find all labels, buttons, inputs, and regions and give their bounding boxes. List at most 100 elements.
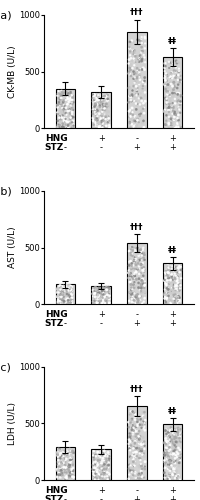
Point bbox=[141, 462, 144, 470]
Point bbox=[129, 251, 133, 259]
Point bbox=[92, 456, 95, 464]
Bar bbox=[56, 447, 75, 480]
Point bbox=[94, 464, 97, 472]
Point bbox=[139, 37, 142, 45]
Point bbox=[173, 110, 177, 118]
Point bbox=[93, 294, 96, 302]
Point bbox=[139, 246, 142, 254]
Point bbox=[173, 460, 176, 468]
Point bbox=[99, 114, 102, 122]
Point bbox=[164, 441, 167, 449]
Point bbox=[175, 434, 178, 442]
Point bbox=[108, 470, 111, 478]
Point bbox=[134, 56, 137, 64]
Point bbox=[167, 454, 170, 462]
Point bbox=[177, 282, 180, 290]
Point bbox=[95, 474, 98, 482]
Point bbox=[127, 84, 130, 92]
Point bbox=[70, 288, 73, 296]
Point bbox=[65, 448, 68, 456]
Point bbox=[131, 44, 134, 52]
Point bbox=[96, 298, 99, 306]
Point bbox=[177, 458, 180, 466]
Point bbox=[68, 294, 71, 302]
Point bbox=[56, 92, 59, 100]
Point bbox=[129, 420, 132, 428]
Point bbox=[171, 433, 174, 441]
Point bbox=[106, 462, 109, 469]
Point bbox=[163, 80, 166, 88]
Point bbox=[167, 424, 170, 432]
Point bbox=[128, 84, 131, 92]
Point bbox=[179, 264, 182, 272]
Point bbox=[140, 256, 143, 264]
Point bbox=[102, 103, 105, 111]
Point bbox=[102, 121, 106, 129]
Point bbox=[107, 458, 110, 466]
Point bbox=[163, 74, 166, 82]
Point bbox=[71, 467, 75, 475]
Point bbox=[64, 298, 67, 306]
Point bbox=[173, 82, 176, 90]
Point bbox=[138, 76, 142, 84]
Point bbox=[170, 264, 173, 272]
Point bbox=[142, 250, 145, 258]
Point bbox=[58, 294, 61, 302]
Point bbox=[95, 115, 98, 123]
Point bbox=[138, 474, 141, 482]
Point bbox=[99, 98, 103, 106]
Point bbox=[106, 107, 110, 115]
Point bbox=[164, 280, 168, 288]
Point bbox=[172, 430, 175, 438]
Point bbox=[172, 284, 175, 292]
Point bbox=[138, 268, 141, 276]
Point bbox=[58, 114, 61, 122]
Point bbox=[64, 468, 67, 476]
Point bbox=[174, 462, 177, 469]
Point bbox=[59, 90, 62, 98]
Point bbox=[106, 101, 110, 109]
Point bbox=[60, 106, 63, 114]
Point bbox=[128, 57, 131, 65]
Point bbox=[62, 288, 66, 296]
Bar bbox=[127, 243, 147, 304]
Point bbox=[168, 469, 171, 477]
Point bbox=[98, 284, 102, 292]
Point bbox=[177, 291, 180, 299]
Point bbox=[94, 470, 97, 478]
Point bbox=[165, 282, 168, 290]
Point bbox=[93, 476, 96, 484]
Point bbox=[101, 292, 104, 300]
Point bbox=[57, 89, 60, 97]
Point bbox=[72, 468, 75, 476]
Point bbox=[69, 284, 73, 292]
Point bbox=[140, 447, 144, 455]
Point bbox=[71, 122, 74, 130]
Point bbox=[100, 122, 103, 130]
Point bbox=[68, 454, 72, 462]
Point bbox=[102, 103, 105, 111]
Point bbox=[96, 112, 99, 120]
Point bbox=[178, 104, 181, 112]
Point bbox=[67, 284, 70, 292]
Point bbox=[98, 293, 102, 301]
Point bbox=[67, 123, 71, 131]
Point bbox=[66, 298, 70, 306]
Point bbox=[92, 292, 95, 300]
Point bbox=[102, 468, 105, 475]
Point bbox=[176, 458, 179, 466]
Point bbox=[56, 286, 59, 294]
Point bbox=[61, 98, 65, 106]
Point bbox=[141, 54, 144, 62]
Point bbox=[68, 293, 72, 301]
Point bbox=[59, 289, 62, 297]
Point bbox=[56, 466, 59, 473]
Point bbox=[165, 278, 168, 285]
Point bbox=[68, 462, 71, 470]
Point bbox=[98, 284, 102, 292]
Point bbox=[134, 413, 137, 421]
Point bbox=[140, 440, 143, 448]
Point bbox=[95, 290, 98, 298]
Point bbox=[141, 119, 144, 127]
Point bbox=[107, 470, 110, 478]
